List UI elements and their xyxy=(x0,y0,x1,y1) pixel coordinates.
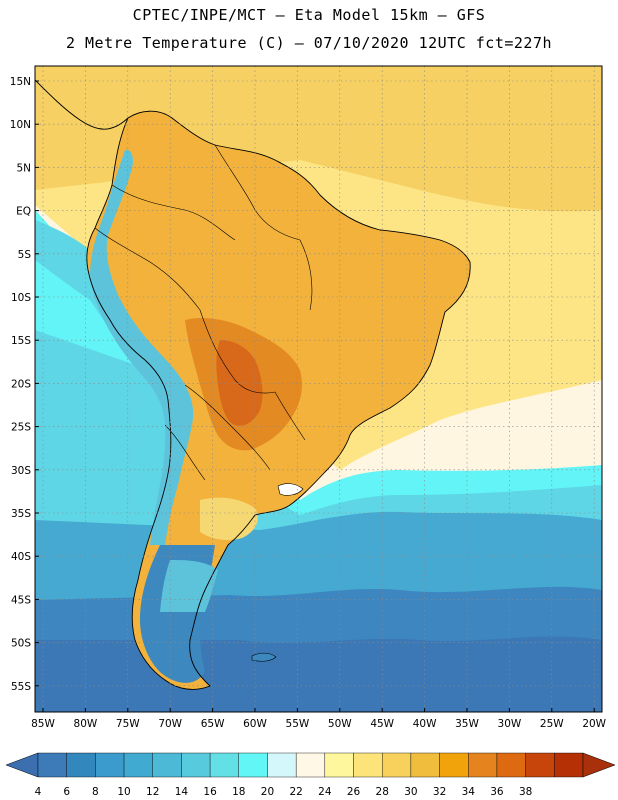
longitude-label: 70W xyxy=(158,718,182,730)
southern-patagonia-cyan xyxy=(160,560,218,612)
longitude-label: 65W xyxy=(201,718,225,730)
colorbar-segment xyxy=(37,752,67,778)
colorbar-label: 18 xyxy=(232,786,245,798)
longitude-label: 35W xyxy=(455,718,479,730)
colorbar-label: 30 xyxy=(404,786,417,798)
longitude-label: 80W xyxy=(74,718,98,730)
longitude-label: 40W xyxy=(413,718,437,730)
colorbar-label: 16 xyxy=(203,786,217,798)
colorbar: 4 6 8 10 12 14 16 18 20 22 24 26 28 30 32 34 36 38 xyxy=(5,752,616,798)
latitude-label: 30S xyxy=(11,465,31,477)
latitude-label: 35S xyxy=(11,508,31,520)
map-title: CPTEC/INPE/MCT – Eta Model 15km – GFS xyxy=(132,6,486,24)
colorbar-segment xyxy=(554,752,584,778)
country-borders xyxy=(94,144,313,481)
colorbar-label: 28 xyxy=(376,786,389,798)
latitude-label: 10N xyxy=(10,119,31,131)
longitude-label: 75W xyxy=(116,718,140,730)
colorbar-segment xyxy=(209,752,239,778)
colorbar-segment xyxy=(95,752,125,778)
colorbar-label: 24 xyxy=(318,786,332,798)
longitude-labels: 85W 80W 75W 70W 65W 60W 55W 50W 45W 40W 35W 30W 25W 2… xyxy=(31,708,607,730)
central-america-coast xyxy=(35,79,129,130)
colorbar-label: 26 xyxy=(347,786,361,798)
longitude-label: 55W xyxy=(286,718,310,730)
colorbar-label: 12 xyxy=(146,786,159,798)
longitude-label: 60W xyxy=(243,718,267,730)
colorbar-segment xyxy=(382,752,412,778)
longitude-label: 25W xyxy=(540,718,564,730)
colorbar-segment xyxy=(152,752,182,778)
colorbar-under-triangle xyxy=(5,752,39,778)
colorbar-label: 6 xyxy=(63,786,70,798)
graticule xyxy=(35,66,602,712)
longitude-label: 50W xyxy=(328,718,352,730)
colorbar-label: 14 xyxy=(175,786,189,798)
latitude-label: 40S xyxy=(11,551,31,563)
map-frame xyxy=(34,65,603,713)
colorbar-label: 10 xyxy=(117,786,130,798)
colorbar-segment xyxy=(439,752,469,778)
colorbar-segment xyxy=(267,752,297,778)
colorbar-label: 34 xyxy=(462,786,476,798)
coastline xyxy=(86,110,471,690)
latitude-label: 15N xyxy=(10,76,31,88)
longitude-label: 20W xyxy=(582,718,606,730)
colorbar-label: 8 xyxy=(92,786,99,798)
longitude-label: 45W xyxy=(370,718,394,730)
land-very-hot xyxy=(216,340,263,426)
colorbar-segment xyxy=(324,752,354,778)
colorbar-segment xyxy=(181,752,211,778)
latitude-label: 25S xyxy=(11,422,31,434)
colorbar-segment xyxy=(468,752,498,778)
colorbar-label: 32 xyxy=(433,786,446,798)
colorbar-segment xyxy=(238,752,268,778)
colorbar-segment xyxy=(353,752,383,778)
colorbar-segment xyxy=(123,752,153,778)
latitude-label: 10S xyxy=(11,292,31,304)
latitude-label: 15S xyxy=(11,335,31,347)
andes-cold xyxy=(90,149,194,545)
colorbar-segment xyxy=(496,752,526,778)
map-subtitle: 2 Metre Temperature (C) – 07/10/2020 12U… xyxy=(65,34,553,52)
latitude-label: EQ xyxy=(16,206,31,218)
latitude-label: 55S xyxy=(11,681,31,693)
latitude-label: 5N xyxy=(16,162,31,174)
latitude-label: 5S xyxy=(18,249,32,261)
colorbar-label: 38 xyxy=(519,786,532,798)
latitude-labels: 15N 10N 5N EQ 5S 10S 15S 20S 25S 30S 35S 40S 45S 50S 5… xyxy=(10,76,39,693)
colorbar-label: 4 xyxy=(35,786,42,798)
longitude-label: 30W xyxy=(498,718,522,730)
latitude-label: 20S xyxy=(11,378,31,390)
latitude-label: 45S xyxy=(11,594,31,606)
colorbar-segment xyxy=(410,752,440,778)
colorbar-over-triangle xyxy=(582,752,616,778)
falklands xyxy=(251,652,277,662)
colorbar-label: 20 xyxy=(261,786,274,798)
map-field xyxy=(35,66,602,712)
longitude-label: 85W xyxy=(31,718,55,730)
colorbar-label: 36 xyxy=(490,786,504,798)
ocean-warm xyxy=(35,66,602,212)
colorbar-segment xyxy=(525,752,555,778)
lake-uruguay-coast xyxy=(277,483,304,496)
latitude-label: 50S xyxy=(11,638,31,650)
colorbar-label: 22 xyxy=(289,786,302,798)
colorbar-segment xyxy=(295,752,326,778)
colorbar-segment xyxy=(66,752,96,778)
